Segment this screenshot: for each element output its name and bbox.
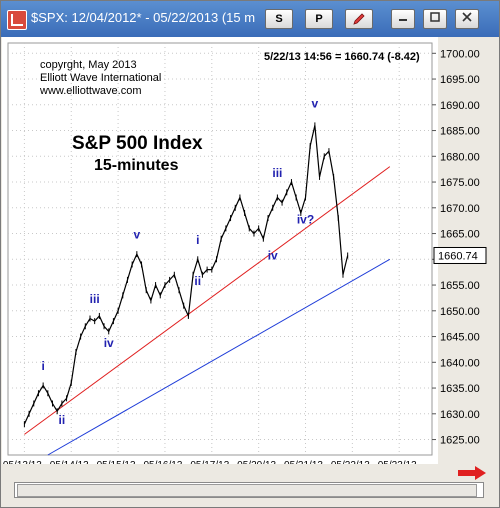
x-tick-label: 05/14/13 [50,460,89,464]
trendline [47,258,391,456]
y-tick-label: 1650.00 [440,306,480,318]
wave-label: iv? [297,212,314,226]
y-tick-label: 1700.00 [440,48,480,60]
wave-label: iii [272,166,282,180]
plot-frame [7,42,433,456]
scroll-bar-area [2,464,498,500]
y-tick-label: 1670.00 [440,203,480,215]
y-tick-label: 1655.00 [440,280,480,292]
price-chart[interactable]: 1625.00 1630.00 1635.00 1640.00 1645.00 1650.… [2,37,498,464]
y-tick-label: 1695.00 [440,74,480,86]
x-tick-label: 05/16/13 [143,460,182,464]
wave-label: v [133,228,140,242]
last-price-label: 1660.74 [438,250,478,262]
x-tick-label: 05/21/13 [284,460,323,464]
website-line: www.elliottwave.com [40,85,142,97]
wave-label: v [312,96,319,110]
close-button[interactable] [455,9,479,29]
horizontal-scrollbar[interactable] [14,482,484,498]
y-tick-label: 1675.00 [440,177,480,189]
y-tick-label: 1625.00 [440,435,480,447]
copyright-line: copyrght, May 2013 [40,59,137,71]
wave-label: i [196,233,199,247]
trendline [24,166,391,435]
x-tick-label: 05/13/13 [3,460,42,464]
maximize-button[interactable] [423,9,447,29]
pencil-icon [353,13,365,25]
y-tick-label: 1685.00 [440,126,480,138]
chart-app-icon [7,10,27,30]
wave-label: ii [59,413,66,427]
minimize-icon [399,19,407,21]
draw-tool-button[interactable] [345,9,373,29]
x-tick-label: 05/15/13 [97,460,136,464]
x-tick-label: 05/22/13 [331,460,370,464]
last-price-box [433,246,487,264]
wave-label: i [41,359,44,373]
p-button[interactable]: P [305,9,333,29]
y-tick-label: 1665.00 [440,229,480,241]
wave-label: iv [268,248,278,262]
maximize-icon [430,12,440,22]
title-bar[interactable]: $SPX: 12/04/2012* - 05/22/2013 (15 m S P [1,1,499,37]
wave-label: iii [90,292,100,306]
wave-label: iv [104,336,114,350]
y-tick-label: 1640.00 [440,357,480,369]
plot-area[interactable]: 1625.00 1630.00 1635.00 1640.00 1645.00 1650.… [2,37,487,464]
y-tick-label: 1645.00 [440,332,480,344]
wave-label: ii [194,274,201,288]
price-readout: 5/22/13 14:56 = 1660.74 (-8.42) [264,51,420,63]
y-tick-label: 1690.00 [440,100,480,112]
y-tick-label: 1630.00 [440,409,480,421]
y-tick-label: 1680.00 [440,151,480,163]
minimize-button[interactable] [391,9,415,29]
close-icon [462,12,472,22]
window-title: $SPX: 12/04/2012* - 05/22/2013 (15 m [31,10,256,25]
x-tick-label: 05/20/13 [237,460,276,464]
chart-title: S&P 500 Index [72,133,203,154]
y-tick-label: 1635.00 [440,383,480,395]
x-tick-label: 05/17/13 [190,460,229,464]
scroll-right-arrow-icon[interactable] [457,466,487,480]
s-button[interactable]: S [265,9,293,29]
x-tick-label: 05/23/13 [378,460,417,464]
publisher-line: Elliott Wave International [40,72,162,84]
chart-subtitle: 15-minutes [94,157,179,174]
scroll-thumb[interactable] [17,484,477,497]
price-series-line [23,125,349,425]
